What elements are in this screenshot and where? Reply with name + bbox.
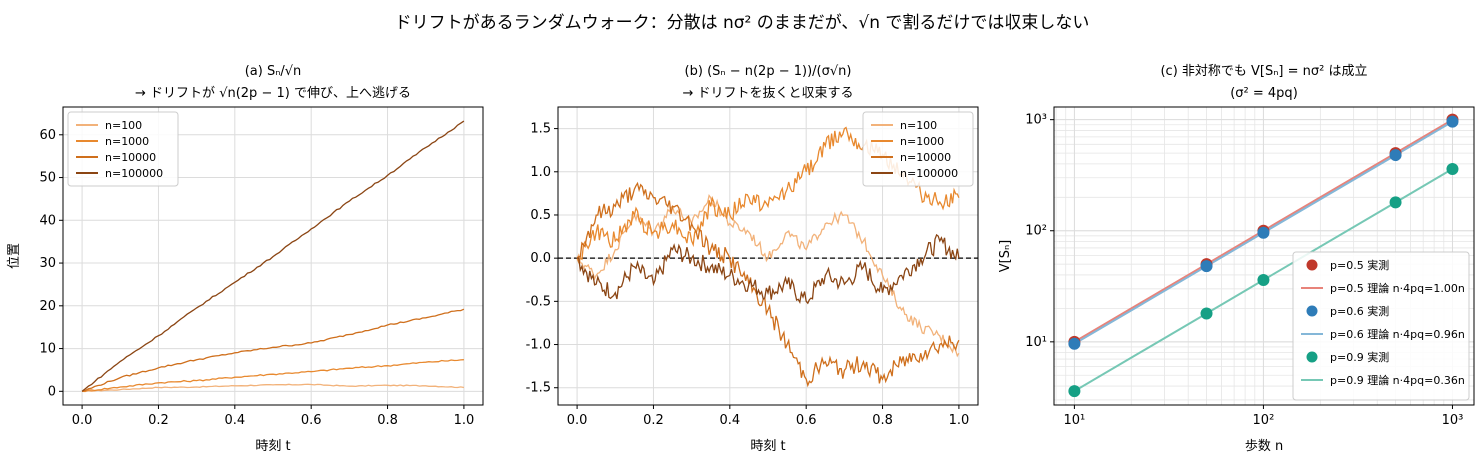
series-line-n=10000 bbox=[576, 181, 960, 388]
y-tick-label: -1.0 bbox=[526, 338, 551, 353]
y-tick-label: 10³ bbox=[1025, 113, 1047, 128]
x-tick-label: 1.0 bbox=[949, 413, 970, 428]
y-tick-label: 60 bbox=[39, 128, 56, 143]
y-axis-label: V[Sₙ] bbox=[998, 240, 1013, 272]
legend-label: p=0.5 実測 bbox=[1330, 258, 1389, 272]
chart-title: (a) Sₙ/√n bbox=[245, 64, 302, 79]
legend-marker bbox=[1306, 351, 1318, 363]
x-tick-label: 0.6 bbox=[301, 413, 322, 428]
legend-label: n=100 bbox=[900, 119, 937, 132]
x-axis-label: 時刻 t bbox=[750, 439, 785, 454]
legend-box bbox=[1292, 251, 1470, 401]
y-tick-label: 0.5 bbox=[530, 208, 551, 223]
x-tick-label: 1.0 bbox=[454, 413, 475, 428]
series-line-n=100 bbox=[576, 193, 960, 358]
legend-label: p=0.6 実測 bbox=[1330, 304, 1389, 318]
chart-subtitle: → ドリフトが √n(2p − 1) で伸び、上へ逃げる bbox=[135, 86, 411, 101]
x-tick-label: 10² bbox=[1253, 413, 1275, 428]
legend-label: n=1000 bbox=[900, 135, 944, 148]
series-group bbox=[1068, 113, 1459, 398]
legend-label: n=100 bbox=[105, 119, 142, 132]
series-group bbox=[81, 120, 465, 393]
data-point-p=0.6 実測 bbox=[1068, 337, 1081, 350]
data-point-p=0.9 実測 bbox=[1446, 162, 1459, 175]
chart-subtitle: → ドリフトを抜くと収束する bbox=[682, 85, 853, 101]
legend: n=100 n=1000 n=10000 n=100000 bbox=[67, 111, 179, 187]
data-point-p=0.6 実測 bbox=[1389, 149, 1402, 162]
legend: p=0.5 実測 p=0.5 理論 n·4pq=1.00n p=0.6 実測 p=0.… bbox=[1292, 251, 1470, 401]
legend-box bbox=[862, 111, 974, 187]
y-tick-label: 1.0 bbox=[530, 165, 551, 180]
legend-label: n=10000 bbox=[105, 151, 156, 164]
legend-label: n=100000 bbox=[900, 167, 958, 180]
series-line-n=100000 bbox=[577, 233, 960, 305]
chart-title: (b) (Sₙ − n(2p − 1))/(σ√n) bbox=[685, 64, 852, 79]
legend: n=100 n=1000 n=10000 n=100000 bbox=[862, 111, 974, 187]
x-axis-label: 歩数 n bbox=[1245, 439, 1283, 454]
legend-box bbox=[67, 111, 179, 187]
legend-label: p=0.9 実測 bbox=[1330, 350, 1389, 364]
series-line-n=100000 bbox=[81, 120, 465, 392]
x-tick-label: 0.4 bbox=[224, 413, 245, 428]
legend-label: n=10000 bbox=[900, 151, 951, 164]
figure-suptitle: ドリフトがあるランダムウォーク：分散は nσ² のままだが、√n で割るだけでは… bbox=[395, 13, 1090, 33]
x-tick-label: 0.0 bbox=[567, 413, 588, 428]
legend-label: p=0.6 理論 n·4pq=0.96n bbox=[1330, 327, 1465, 341]
y-tick-label: 0.0 bbox=[530, 251, 551, 266]
legend-label: n=100000 bbox=[105, 167, 163, 180]
x-tick-label: 10¹ bbox=[1064, 413, 1086, 428]
y-tick-label: 10 bbox=[39, 342, 56, 357]
y-tick-label: 20 bbox=[39, 299, 56, 314]
x-tick-label: 10³ bbox=[1442, 413, 1464, 428]
data-point-p=0.9 実測 bbox=[1389, 196, 1402, 209]
data-point-p=0.9 実測 bbox=[1200, 307, 1213, 320]
y-tick-label: -0.5 bbox=[526, 294, 551, 309]
plot-frame bbox=[1053, 106, 1475, 406]
legend-label: p=0.5 理論 n·4pq=1.00n bbox=[1330, 281, 1465, 295]
y-tick-label: 1.5 bbox=[530, 122, 551, 137]
data-point-p=0.6 実測 bbox=[1257, 226, 1270, 239]
legend-marker bbox=[1306, 305, 1318, 317]
series-line-n=1000 bbox=[82, 359, 464, 393]
legend-label: p=0.9 理論 n·4pq=0.36n bbox=[1330, 373, 1465, 387]
chart-title: (c) 非対称でも V[Sₙ] = nσ² は成立 bbox=[1160, 64, 1367, 79]
y-axis-label: 位置 bbox=[7, 243, 22, 269]
x-axis-label: 時刻 t bbox=[255, 439, 290, 454]
chart-subtitle: (σ² = 4pq) bbox=[1230, 86, 1298, 101]
y-tick-label: 10¹ bbox=[1025, 335, 1047, 350]
x-tick-label: 0.4 bbox=[719, 413, 740, 428]
chart-a: 0.0 0.2 0.4 0.6 0.8 1.0 0 10 20 30 40 50 60 (a) Sₙ/√n… bbox=[7, 64, 484, 454]
data-point-p=0.6 実測 bbox=[1446, 115, 1459, 128]
series-line-n=100 bbox=[81, 383, 465, 392]
y-tick-label: 50 bbox=[39, 171, 56, 186]
plot-frame bbox=[62, 106, 484, 406]
data-point-p=0.6 実測 bbox=[1200, 260, 1213, 273]
y-tick-label: 40 bbox=[39, 213, 56, 228]
legend-marker bbox=[1306, 259, 1318, 271]
x-tick-label: 0.8 bbox=[872, 413, 893, 428]
chart-b: 0.0 0.2 0.4 0.6 0.8 1.0 -1.5 -1.0 -0.5 0.0 0.5 1.0 1… bbox=[526, 64, 979, 454]
chart-c: 10¹ 10² 10³ 10¹ 10² 10³ (c) 非対称でも V[Sₙ] = nσ² … bbox=[998, 64, 1475, 454]
y-tick-label: 10² bbox=[1025, 224, 1047, 239]
x-tick-label: 0.6 bbox=[796, 413, 817, 428]
legend-label: n=1000 bbox=[105, 135, 149, 148]
plot-frame bbox=[557, 106, 979, 406]
x-tick-label: 0.2 bbox=[643, 413, 664, 428]
series-line-n=10000 bbox=[81, 308, 465, 392]
x-tick-label: 0.2 bbox=[148, 413, 169, 428]
y-tick-label: 0 bbox=[48, 384, 56, 399]
y-tick-label: -1.5 bbox=[526, 381, 551, 396]
data-point-p=0.9 実測 bbox=[1257, 274, 1270, 287]
data-point-p=0.9 実測 bbox=[1068, 385, 1081, 398]
y-tick-label: 30 bbox=[39, 256, 56, 271]
x-tick-label: 0.8 bbox=[377, 413, 398, 428]
x-tick-label: 0.0 bbox=[72, 413, 93, 428]
